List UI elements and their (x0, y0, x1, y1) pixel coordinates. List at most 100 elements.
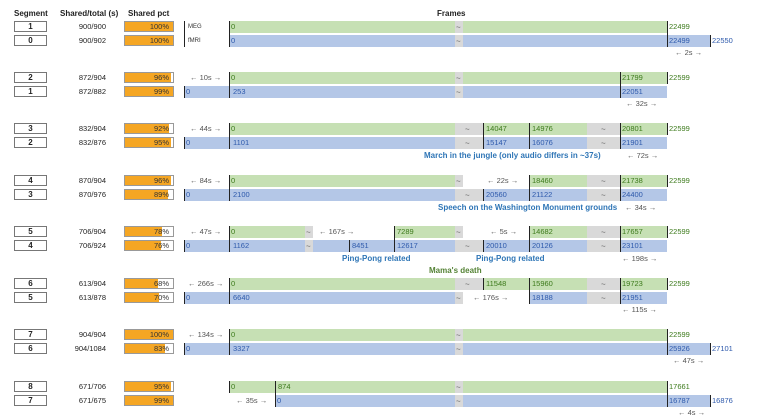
annotation-note: Ping-Pong related (342, 254, 411, 263)
frame-marker (620, 175, 621, 201)
frame-gap (455, 137, 483, 149)
frame-label: 22599 (669, 330, 690, 339)
fmri-frames-bar (463, 395, 710, 407)
modality-label: MEG (188, 24, 202, 30)
shared-pct-bar: 100% (124, 329, 174, 340)
segment-id: 7 (14, 395, 47, 406)
meg-frames-bar (463, 21, 667, 33)
frame-gap (455, 175, 463, 187)
annotation-note: Speech on the Washington Monument ground… (438, 203, 618, 212)
frame-marker (229, 278, 230, 304)
gap-tilde: ~ (456, 228, 461, 237)
frame-marker (667, 381, 668, 407)
frame-marker (667, 226, 668, 238)
offset-label: ← 34s → (625, 203, 657, 212)
frame-marker (667, 123, 668, 135)
segment-id: 7 (14, 329, 47, 340)
fmri-frames-bar: 0 (184, 137, 455, 149)
fmri-frames-bar (529, 292, 587, 304)
frame-marker (710, 35, 711, 47)
shared-pct-bar: 70% (124, 292, 174, 303)
shared-total: 613/878 (78, 293, 106, 302)
frame-label: 17661 (669, 382, 690, 391)
frame-label: 21738 (622, 176, 643, 185)
frame-marker (667, 278, 668, 290)
offset-label: ← 176s → (473, 293, 509, 302)
fmri-frames-bar: 0 (229, 35, 455, 47)
fmri-frames-bar: 0 (184, 292, 455, 304)
frame-gap (455, 226, 463, 238)
segment-id: 6 (14, 278, 47, 289)
gap-tilde: ~ (456, 177, 461, 186)
frame-label: 18460 (532, 176, 553, 185)
annotation-note: March in the jungle (only audio differs … (424, 151, 601, 160)
fmri-frames-bar (483, 137, 587, 149)
frame-label: 22499 (669, 36, 690, 45)
frame-label: 18188 (532, 293, 553, 302)
frame-label: 16076 (532, 138, 553, 147)
segment-id: 4 (14, 175, 47, 186)
frame-marker (483, 240, 484, 252)
frame-gap (455, 395, 463, 407)
frame-marker (349, 240, 350, 252)
offset-label: ← 47s → (673, 356, 705, 365)
gap-tilde: ~ (601, 228, 606, 237)
shared-pct-bar: 95% (124, 137, 174, 148)
frame-gap (587, 292, 620, 304)
shared-pct-bar: 100% (124, 21, 174, 32)
meg-frames-bar (463, 329, 667, 341)
shared-total: 900/902 (78, 36, 106, 45)
frame-label: 3327 (233, 344, 250, 353)
frame-gap (587, 189, 620, 201)
frame-label: 2100 (233, 190, 250, 199)
shared-total: 900/900 (78, 22, 106, 31)
segment-id: 1 (14, 86, 47, 97)
meg-frames-bar: 0 (229, 175, 455, 187)
offset-label: ← 44s → (190, 124, 222, 133)
frame-label: 14682 (532, 227, 553, 236)
frame-marker (620, 278, 621, 304)
shared-total: 870/976 (78, 190, 106, 199)
offset-label: ← 10s → (190, 73, 222, 82)
frame-gap (587, 240, 620, 252)
segment-id: 2 (14, 72, 47, 83)
segment-id: 5 (14, 226, 47, 237)
offset-label: ← 115s → (622, 305, 657, 314)
gap-tilde: ~ (601, 125, 606, 134)
gap-tilde: ~ (465, 191, 470, 200)
frame-label: 8451 (352, 241, 369, 250)
frame-label: 16876 (712, 396, 733, 405)
frame-label: 22051 (622, 87, 643, 96)
annotation-note: Mama's death (429, 266, 482, 275)
offset-label: ← 72s → (627, 151, 659, 160)
frame-gap (305, 226, 313, 238)
shared-pct-bar: 92% (124, 123, 174, 134)
frame-gap (305, 240, 313, 252)
frame-gap (587, 123, 620, 135)
gap-tilde: ~ (456, 294, 461, 303)
gap-tilde: ~ (465, 125, 470, 134)
meg-frames-bar: 0 (229, 329, 455, 341)
fmri-frames-bar (483, 240, 587, 252)
offset-label: ← 266s → (188, 279, 224, 288)
fmri-frames-bar: 0 (184, 86, 455, 98)
fmri-frames-bar: 0 (184, 343, 455, 355)
frame-marker (275, 381, 276, 407)
frame-marker (184, 189, 185, 201)
gap-tilde: ~ (456, 37, 461, 46)
frame-label: 20560 (486, 190, 507, 199)
frame-label: 23101 (622, 241, 643, 250)
meg-frames-bar: 0 (229, 123, 455, 135)
frame-label: 17657 (622, 227, 643, 236)
frame-label: 27101 (712, 344, 733, 353)
frame-label: 25926 (669, 344, 690, 353)
modality-label: fMRI (188, 38, 201, 44)
meg-frames-bar (529, 226, 587, 238)
frame-label: 20010 (486, 241, 507, 250)
meg-frames-bar (620, 123, 667, 135)
frame-gap (587, 278, 620, 290)
shared-pct-bar: 99% (124, 395, 174, 406)
frame-gap (455, 189, 483, 201)
frame-gap (455, 21, 463, 33)
frame-label: 24400 (622, 190, 643, 199)
